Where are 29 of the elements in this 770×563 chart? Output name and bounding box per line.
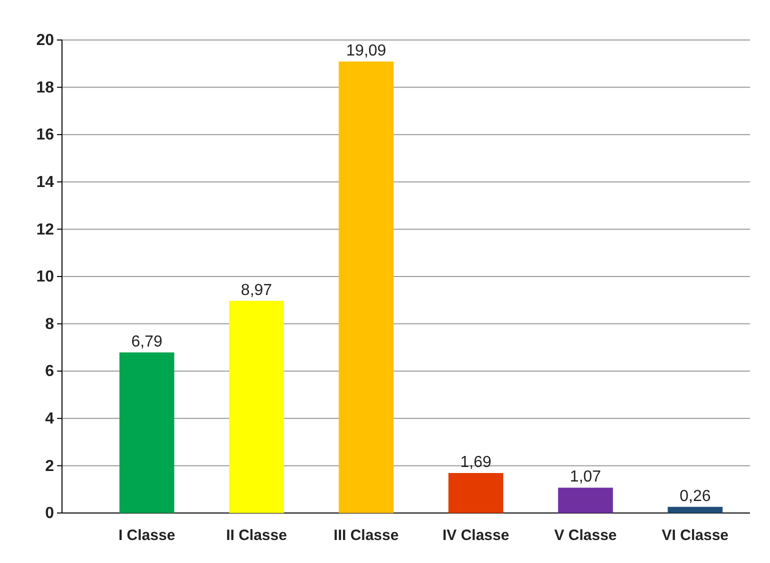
data-label: 8,97 bbox=[240, 282, 272, 299]
bar bbox=[448, 473, 504, 513]
x-tick-label: V Classe bbox=[554, 527, 617, 544]
bar bbox=[558, 488, 613, 513]
y-tick-label: 0 bbox=[45, 505, 54, 522]
y-tick-label: 10 bbox=[36, 268, 54, 286]
y-tick-label: 18 bbox=[36, 79, 54, 96]
bar bbox=[229, 300, 284, 513]
data-label: 1,69 bbox=[460, 454, 492, 472]
bar bbox=[668, 506, 723, 513]
bar bbox=[338, 62, 394, 513]
y-tick-label: 14 bbox=[36, 174, 54, 192]
bar bbox=[119, 352, 174, 513]
y-tick-label: 2 bbox=[45, 458, 54, 475]
x-tick-label: I Classe bbox=[118, 527, 176, 544]
data-label: 19,09 bbox=[346, 42, 386, 60]
x-tick-label: II Classe bbox=[226, 527, 287, 544]
x-tick-label: III Classe bbox=[334, 527, 399, 544]
x-tick-label: IV Classe bbox=[442, 527, 510, 544]
y-tick-label: 16 bbox=[36, 126, 54, 144]
y-tick-label: 4 bbox=[45, 410, 54, 428]
data-label: 1,07 bbox=[570, 468, 602, 486]
y-tick-label: 8 bbox=[45, 316, 54, 333]
y-tick-label: 12 bbox=[36, 221, 54, 238]
data-label: 6,79 bbox=[131, 333, 163, 350]
data-label: 0,26 bbox=[680, 488, 711, 505]
y-tick-label: 20 bbox=[36, 32, 54, 50]
y-tick-label: 6 bbox=[45, 363, 54, 380]
x-tick-label: VI Classe bbox=[662, 527, 729, 544]
